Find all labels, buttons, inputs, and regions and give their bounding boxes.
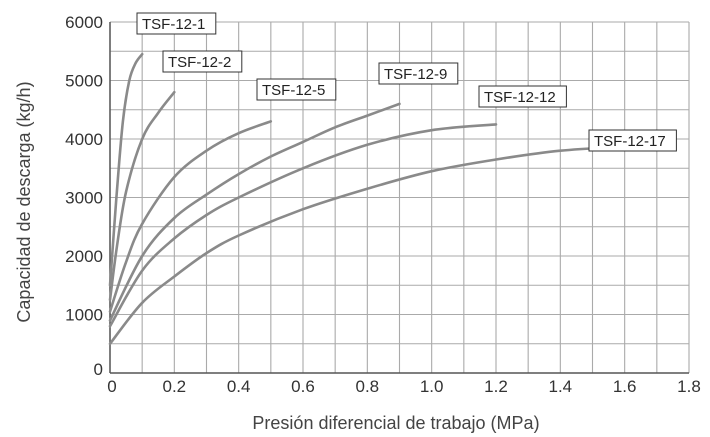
series-label-box bbox=[162, 50, 243, 73]
series-line-tsf-12-17 bbox=[108, 143, 659, 346]
x-tick-label: 1.2 bbox=[484, 377, 508, 396]
x-tick-label: 0.4 bbox=[227, 377, 251, 396]
y-tick-label: 6000 bbox=[65, 13, 103, 32]
x-tick-label: 1.6 bbox=[613, 377, 637, 396]
series-line-tsf-12-5 bbox=[108, 120, 273, 313]
y-axis-title: Capacidad de descarga (kg/h) bbox=[14, 81, 34, 322]
axes bbox=[109, 22, 689, 374]
x-tick-label: 1.0 bbox=[420, 377, 444, 396]
series-label-tsf-12-9: TSF-12-9 bbox=[378, 62, 459, 85]
series-label-tsf-12-17: TSF-12-17 bbox=[588, 129, 677, 152]
series-label-text: TSF-12-12 bbox=[484, 89, 556, 106]
series-label-tsf-12-12: TSF-12-12 bbox=[478, 85, 567, 108]
series-label-text: TSF-12-5 bbox=[262, 82, 325, 99]
x-tick-label: 0.2 bbox=[163, 377, 187, 396]
y-tick-labels: 0 1000 2000 3000 4000 5000 6000 bbox=[65, 13, 103, 379]
series-label-tsf-12-5: TSF-12-5 bbox=[256, 78, 337, 101]
y-tick-label: 5000 bbox=[65, 72, 103, 91]
series-label-text: TSF-12-2 bbox=[168, 54, 231, 71]
series-line-tsf-12-12 bbox=[108, 123, 498, 328]
series-label-text: TSF-12-9 bbox=[384, 66, 447, 83]
x-tick-label: 0 bbox=[107, 377, 116, 396]
series-line-tsf-12-9 bbox=[108, 102, 401, 322]
y-tick-label: 1000 bbox=[65, 306, 103, 325]
y-tick-label: 2000 bbox=[65, 247, 103, 266]
y-tick-label: 3000 bbox=[65, 189, 103, 208]
x-tick-label: 0.8 bbox=[356, 377, 380, 396]
x-tick-labels: 0 0.2 0.4 0.6 0.8 1.0 1.2 1.4 1.6 1.8 bbox=[107, 377, 701, 396]
series-labels: TSF-12-1 TSF-12-2 TSF-12-5 TSF-12-9 TSF-12-1… bbox=[136, 12, 677, 152]
x-tick-label: 1.8 bbox=[677, 377, 701, 396]
series-label-box bbox=[588, 129, 677, 152]
series-label-box bbox=[136, 12, 217, 35]
series-line-tsf-12-2 bbox=[108, 90, 176, 302]
x-tick-label: 1.4 bbox=[549, 377, 573, 396]
series-lines bbox=[108, 52, 659, 346]
y-tick-label: 0 bbox=[94, 360, 103, 379]
series-label-tsf-12-2: TSF-12-2 bbox=[162, 50, 243, 73]
x-axis-title: Presión diferencial de trabajo (MPa) bbox=[252, 413, 539, 433]
series-label-box bbox=[256, 78, 337, 101]
x-tick-label: 0.6 bbox=[291, 377, 315, 396]
series-label-tsf-12-1: TSF-12-1 bbox=[136, 12, 217, 35]
series-label-box bbox=[378, 62, 459, 85]
y-tick-label: 4000 bbox=[65, 130, 103, 149]
series-label-text: TSF-12-1 bbox=[142, 16, 205, 33]
series-label-text: TSF-12-17 bbox=[594, 133, 666, 150]
series-label-box bbox=[478, 85, 567, 108]
series-line-tsf-12-1 bbox=[108, 52, 144, 287]
